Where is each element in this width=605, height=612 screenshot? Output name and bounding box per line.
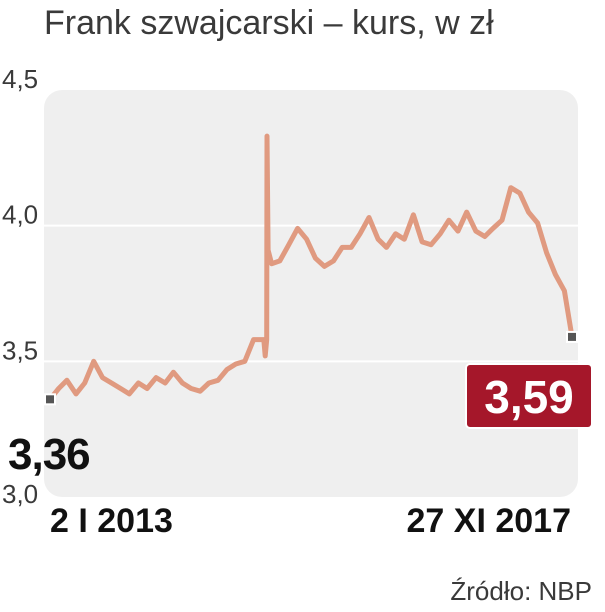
y-tick-label: 4,5: [2, 64, 38, 94]
y-axis: 3,0 3,5 4,0 4,5: [2, 64, 38, 509]
end-value-label: 3,59: [484, 371, 574, 423]
source-note: Źródło: NBP: [450, 576, 592, 606]
y-tick-label: 3,5: [2, 335, 38, 365]
y-tick-label: 4,0: [2, 200, 38, 230]
start-marker: [44, 393, 56, 406]
series-line: [47, 133, 575, 402]
y-tick-label: 3,0: [2, 479, 38, 509]
start-value-label: 3,36: [8, 430, 90, 479]
x-label-end: 27 XI 2017: [407, 502, 571, 540]
end-value-badge: [465, 363, 593, 429]
x-label-start: 2 I 2013: [50, 502, 173, 540]
chart-title: Frank szwajcarski – kurs, w zł: [44, 4, 494, 42]
plot-background: [44, 90, 578, 497]
grid: [44, 224, 578, 363]
end-marker: [566, 330, 578, 343]
